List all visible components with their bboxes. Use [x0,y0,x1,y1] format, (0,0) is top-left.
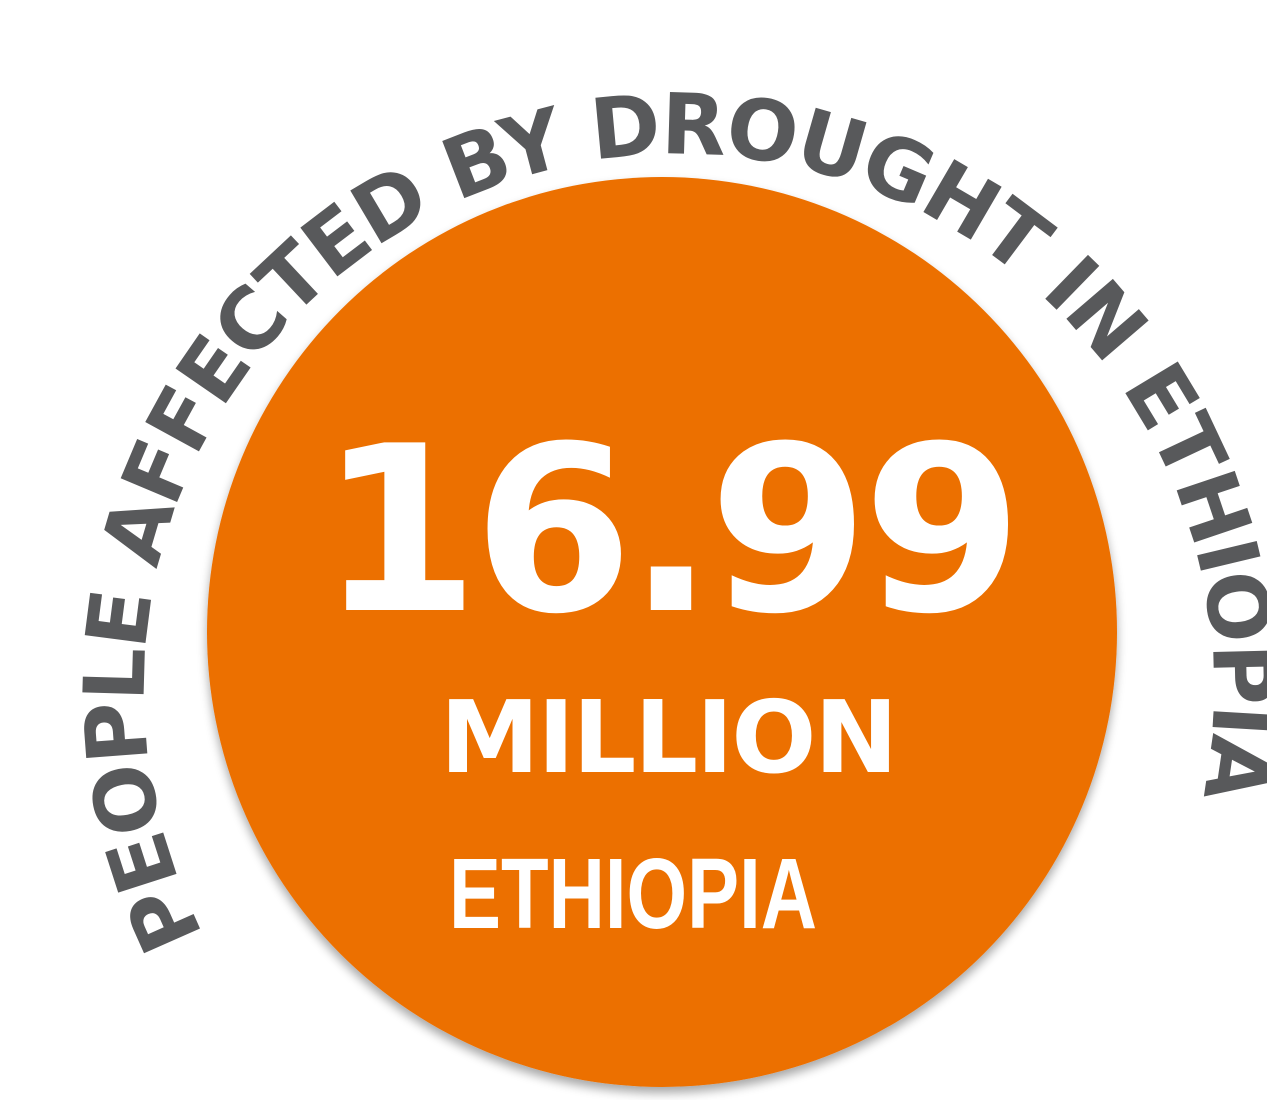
statistic-value: 16.99 [319,398,1017,665]
statistic-unit: MILLION [440,679,896,796]
country-label: ETHIOPIA [449,838,817,950]
orange-circle [207,177,1117,1087]
